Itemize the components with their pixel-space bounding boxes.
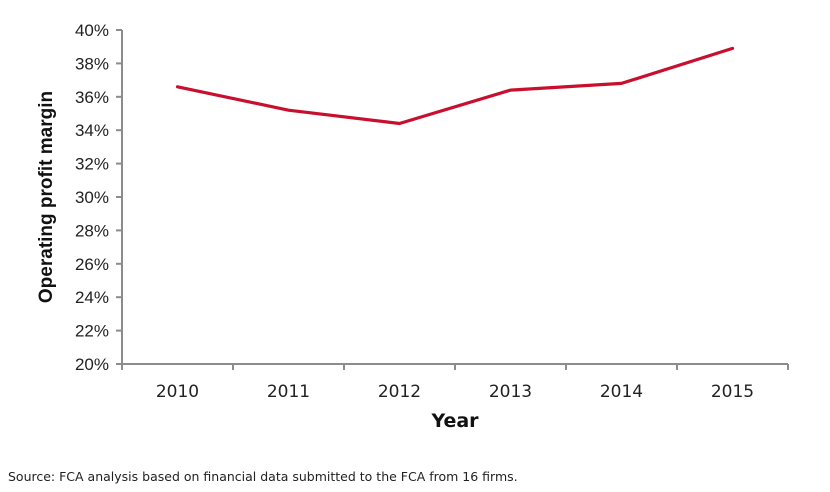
y-tick-label: 36% bbox=[75, 88, 109, 107]
x-tick-label: 2012 bbox=[378, 382, 421, 402]
y-tick-label: 38% bbox=[75, 54, 109, 73]
y-tick-label: 26% bbox=[75, 255, 109, 274]
x-tick-label: 2013 bbox=[489, 382, 532, 402]
x-axis-title: Year bbox=[430, 410, 479, 432]
y-tick-label: 22% bbox=[75, 322, 109, 341]
y-axis-title: Operating profit margin bbox=[36, 91, 57, 303]
y-tick-label: 30% bbox=[75, 188, 109, 207]
y-tick-label: 20% bbox=[75, 355, 109, 374]
y-tick-label: 34% bbox=[75, 121, 109, 140]
y-tick-label: 28% bbox=[75, 221, 109, 240]
line-chart: 20%22%24%26%28%30%32%34%36%38%40% 2010 20… bbox=[36, 21, 789, 432]
y-tick-label: 40% bbox=[75, 21, 109, 40]
x-tick-label: 2011 bbox=[267, 382, 310, 402]
x-tick-label: 2014 bbox=[600, 382, 643, 402]
source-note: Source: FCA analysis based on financial … bbox=[8, 469, 518, 484]
x-tick-label: 2015 bbox=[711, 382, 754, 402]
x-tick-label: 2010 bbox=[156, 382, 199, 402]
x-axis: 2010 2011 2012 2013 2014 2015 bbox=[121, 363, 789, 402]
y-tick-label: 32% bbox=[75, 155, 109, 174]
y-axis: 20% 22% 24% 26% 28% 30% 32% 34% 36% 38% 40% bbox=[75, 21, 123, 374]
operating-margin-line bbox=[175, 46, 735, 126]
y-tick-label: 24% bbox=[75, 288, 109, 307]
